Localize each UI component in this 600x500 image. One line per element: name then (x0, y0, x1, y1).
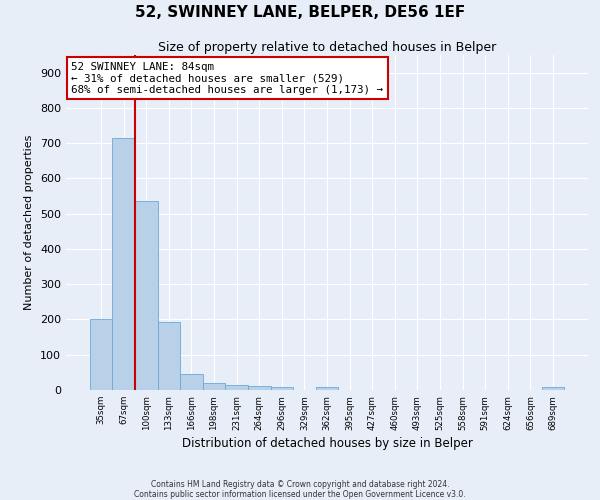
Bar (112, 138, 135, 390)
X-axis label: Distribution of detached houses by size in Belper: Distribution of detached houses by size … (182, 436, 472, 450)
Text: Contains HM Land Registry data © Crown copyright and database right 2024.
Contai: Contains HM Land Registry data © Crown c… (134, 480, 466, 499)
Title: Size of property relative to detached houses in Belper: Size of property relative to detached ho… (158, 41, 496, 54)
Bar (90, 320, 112, 390)
Y-axis label: Number of detached properties: Number of detached properties (25, 135, 34, 310)
Text: 52, SWINNEY LANE, BELPER, DE56 1EF: 52, SWINNEY LANE, BELPER, DE56 1EF (135, 5, 465, 20)
Bar (248, 386, 271, 390)
Text: 52 SWINNEY LANE: 84sqm
← 31% of detached houses are smaller (529)
68% of semi-de: 52 SWINNEY LANE: 84sqm ← 31% of detached… (71, 62, 383, 95)
Bar (158, 322, 180, 390)
Bar (135, 201, 158, 390)
Bar (542, 387, 564, 390)
Bar (226, 385, 248, 390)
Bar (180, 374, 203, 390)
Bar (316, 387, 338, 390)
Bar (271, 387, 293, 390)
Bar (203, 383, 226, 390)
